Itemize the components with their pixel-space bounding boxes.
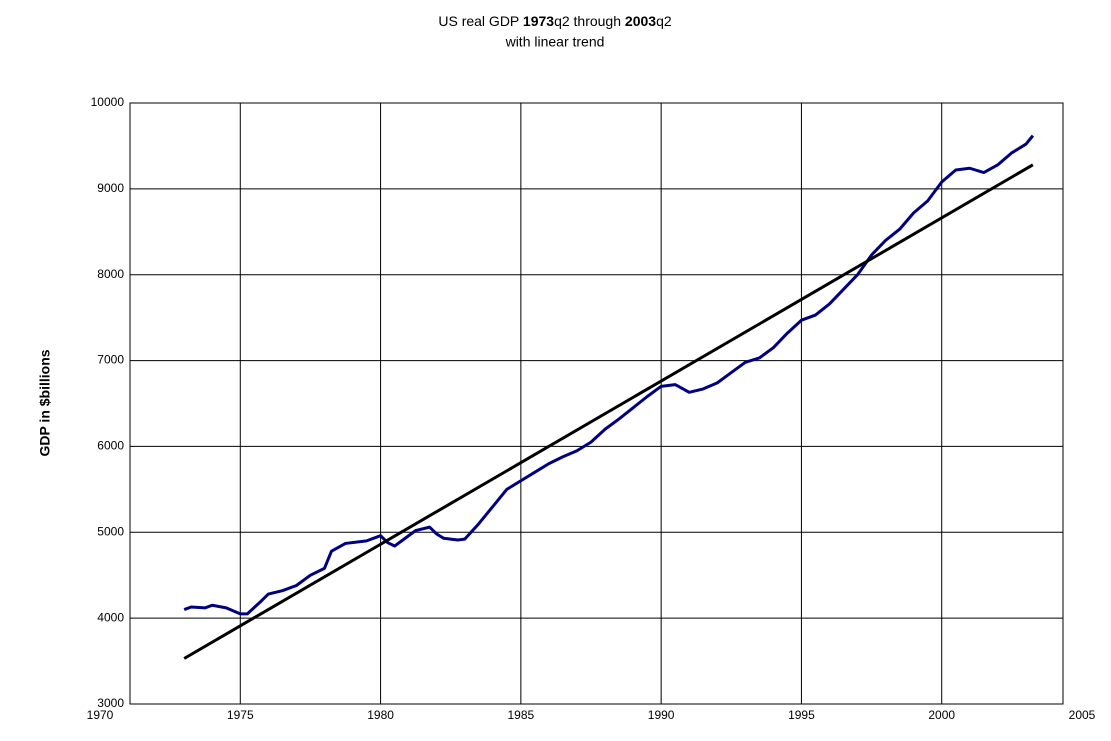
y-tick-label: 6000 bbox=[97, 439, 124, 453]
x-tick-label: 2000 bbox=[928, 708, 955, 722]
y-tick-label: 3000 bbox=[97, 696, 124, 710]
x-tick-label: 1995 bbox=[788, 708, 815, 722]
y-tick-label: 7000 bbox=[97, 353, 124, 367]
y-tick-label: 4000 bbox=[97, 610, 124, 624]
x-tick-label: 1980 bbox=[367, 708, 394, 722]
series-line bbox=[183, 134, 1035, 616]
y-tick-label: 10000 bbox=[91, 95, 125, 109]
x-tick-label: 1990 bbox=[648, 708, 675, 722]
x-tick-label: 2005 bbox=[1069, 708, 1096, 722]
chart-title: US real GDP 1973q2 through 2003q2 bbox=[438, 13, 671, 29]
plot-frame bbox=[129, 102, 1064, 705]
title-part: US real GDP bbox=[438, 13, 523, 29]
title-part: 2003 bbox=[625, 13, 656, 29]
x-tick-label: 1975 bbox=[227, 708, 254, 722]
y-tick-label: 9000 bbox=[97, 181, 124, 195]
y-axis-label: GDP in $billions bbox=[37, 349, 53, 456]
title-part: 1973 bbox=[523, 13, 554, 29]
title-part: q2 through bbox=[554, 13, 625, 29]
y-tick-label: 5000 bbox=[97, 524, 124, 538]
title-part: q2 bbox=[656, 13, 672, 29]
series-line bbox=[183, 163, 1034, 660]
chart-subtitle: with linear trend bbox=[505, 34, 605, 50]
x-tick-label: 1985 bbox=[508, 708, 535, 722]
x-tick-label: 1970 bbox=[87, 708, 114, 722]
y-tick-label: 8000 bbox=[97, 267, 124, 281]
